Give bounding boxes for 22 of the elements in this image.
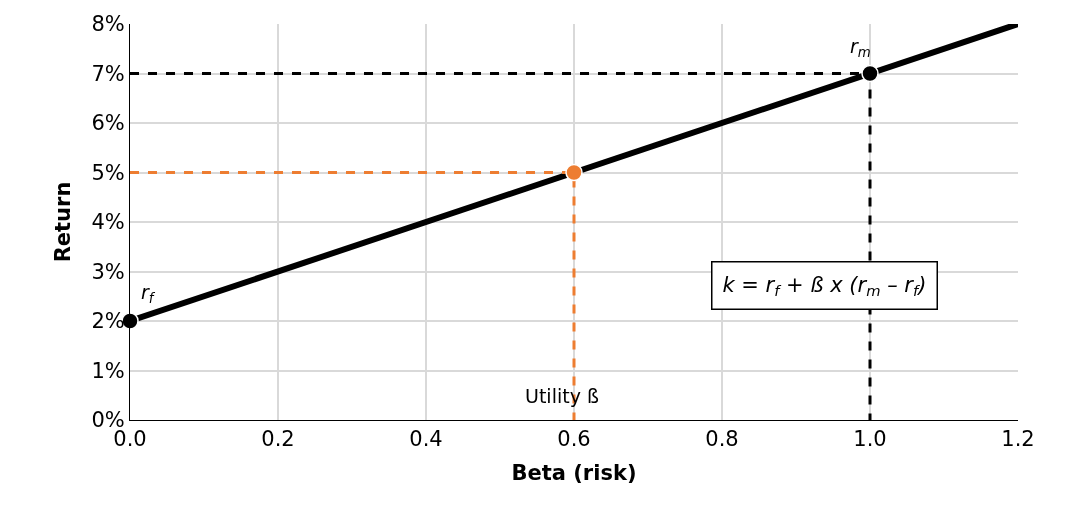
annotation: k = r$_{f}$ + ß x (r$_{m}$ – r$_{f}$) bbox=[722, 272, 927, 299]
x-tick-label: 0.4 bbox=[409, 427, 443, 452]
annotation: Utility ß bbox=[525, 385, 599, 407]
y-tick-label: 5% bbox=[91, 160, 125, 185]
y-tick-label: 1% bbox=[91, 358, 125, 383]
point bbox=[565, 163, 583, 182]
x-tick-label: 0.8 bbox=[705, 427, 739, 452]
y-axis-title: Return bbox=[50, 181, 75, 263]
point bbox=[861, 64, 879, 83]
x-tick-label: 0.2 bbox=[261, 427, 295, 452]
y-tick-label: 2% bbox=[91, 309, 125, 334]
x-tick-label: 0.6 bbox=[557, 427, 591, 452]
annotation: r$_{f}$ bbox=[141, 281, 156, 306]
y-tick-label: 3% bbox=[91, 259, 125, 284]
y-tick-label: 6% bbox=[91, 111, 125, 136]
y-tick-label: 8% bbox=[91, 12, 125, 37]
y-tick-label: 4% bbox=[91, 210, 125, 235]
x-tick-label: 1.0 bbox=[853, 427, 887, 452]
y-tick-label: 7% bbox=[91, 61, 125, 86]
x-axis-title: Beta (risk) bbox=[511, 461, 637, 486]
x-tick-label: 1.2 bbox=[1001, 427, 1035, 452]
annotation: r$_{m}$ bbox=[850, 35, 871, 60]
